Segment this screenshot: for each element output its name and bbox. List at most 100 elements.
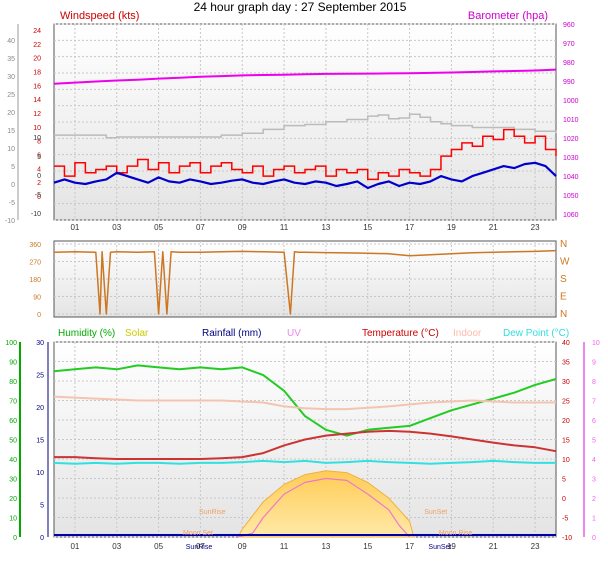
wind-tick: 10 <box>33 125 41 132</box>
humidity-tick: 30 <box>9 477 17 484</box>
rain-tick: 5 <box>40 503 44 510</box>
wind-tick: 8 <box>37 139 41 146</box>
wind-x-tick: 09 <box>238 223 247 232</box>
compass-tick: N <box>560 239 567 250</box>
wind-tick: 2 <box>37 180 41 187</box>
barometer-line <box>53 68 557 85</box>
outer-left-tick: -5 <box>9 200 15 207</box>
uv-tick: 0 <box>592 535 596 542</box>
wind-x-tick: 13 <box>321 223 330 232</box>
compass-tick: N <box>560 309 567 320</box>
temp-tick: 40 <box>562 340 570 347</box>
legend-indoor: Indoor <box>453 328 482 339</box>
rain-tick: 0 <box>40 535 44 542</box>
uv-tick: 3 <box>592 477 596 484</box>
legend-temperature-c-: Temperature (°C) <box>362 328 439 339</box>
legend-rainfall-mm-: Rainfall (mm) <box>202 328 261 339</box>
temp-mini-tick: -10 <box>31 211 41 218</box>
legend-dew-point-c-: Dew Point (°C) <box>503 328 569 339</box>
wind-tick: 20 <box>33 56 41 63</box>
uv-tick: 10 <box>592 340 600 347</box>
wind-tick: 14 <box>33 97 41 104</box>
outer-left-tick: 35 <box>7 56 15 63</box>
wind-x-tick: 11 <box>280 223 289 232</box>
temp-x-tick: 15 <box>363 542 372 551</box>
baro-tick: 1040 <box>563 174 579 181</box>
temp-mini-tick: 10 <box>33 135 41 142</box>
humidity-tick: 40 <box>9 457 17 464</box>
wind-tick: 24 <box>33 28 41 35</box>
outer-left-tick: 15 <box>7 128 15 135</box>
rain-tick: 15 <box>36 438 44 445</box>
uv-tick: 8 <box>592 379 596 386</box>
baro-tick: 990 <box>563 79 575 86</box>
humidity-tick: 90 <box>9 360 17 367</box>
uv-line <box>237 477 411 538</box>
temp-tick: -5 <box>562 516 568 523</box>
uv-tick: 5 <box>592 438 596 445</box>
humidity-tick: 50 <box>9 438 17 445</box>
humidity-line <box>53 364 557 437</box>
graph-title: 24 hour graph day : 27 September 2015 <box>193 0 407 14</box>
temp-x-tick: 01 <box>70 542 79 551</box>
baro-tick: 960 <box>563 22 575 29</box>
humidity-tick: 0 <box>13 535 17 542</box>
indoor-line <box>53 395 556 411</box>
legend-uv: UV <box>287 328 301 339</box>
rain-tick: 20 <box>36 405 44 412</box>
wind-tick: 4 <box>37 166 41 173</box>
baro-tick: 1020 <box>563 136 579 143</box>
temperature-mini-line <box>54 113 557 139</box>
baro-label: Barometer (hpa) <box>468 10 548 22</box>
outer-left-tick: 5 <box>11 164 15 171</box>
baro-tick: 1050 <box>563 193 579 200</box>
uv-tick: 1 <box>592 516 596 523</box>
dewpoint-line <box>53 459 556 465</box>
humidity-tick: 80 <box>9 379 17 386</box>
baro-tick: 1030 <box>563 155 579 162</box>
baro-tick: 1000 <box>563 98 579 105</box>
wind-panel-frame <box>53 23 557 221</box>
wind-x-tick: 01 <box>70 223 79 232</box>
gust-line <box>54 128 557 181</box>
baro-tick: 1060 <box>563 212 579 219</box>
uv-tick: 9 <box>592 360 596 367</box>
temp-x-tick: 19 <box>447 542 456 551</box>
direction-line <box>53 249 557 315</box>
moonrise-annotation: Moon Rise <box>439 530 473 537</box>
wind-x-tick: 03 <box>112 223 121 232</box>
wind-tick: 22 <box>33 42 41 49</box>
humidity-tick: 20 <box>9 496 17 503</box>
legend-humidity-: Humidity (%) <box>58 328 115 339</box>
humidity-tick: 70 <box>9 399 17 406</box>
wind-x-tick: 17 <box>405 223 414 232</box>
temp-tick: 30 <box>562 379 570 386</box>
uv-tick: 2 <box>592 496 596 503</box>
wind-tick: 16 <box>33 83 41 90</box>
temp-tick: -10 <box>562 535 572 542</box>
sunrise-x-label: SunRise <box>186 544 213 551</box>
sunrise-annotation: SunRise <box>199 509 226 516</box>
temp-tick: 10 <box>562 457 570 464</box>
temp-mini-tick: 0 <box>37 173 41 180</box>
temp-x-tick: 21 <box>489 542 498 551</box>
temp-x-tick: 07 <box>196 542 205 551</box>
baro-tick: 970 <box>563 41 575 48</box>
uv-tick: 4 <box>592 457 596 464</box>
direction-tick: 180 <box>29 277 41 284</box>
outer-left-tick: 0 <box>11 182 15 189</box>
outer-left-tick: 10 <box>7 146 15 153</box>
outer-left-tick: 30 <box>7 74 15 81</box>
wind-x-tick: 07 <box>196 223 205 232</box>
wind-x-tick: 23 <box>531 223 540 232</box>
temp-mini-tick: 5 <box>37 154 41 161</box>
compass-tick: W <box>560 257 570 268</box>
outer-left-tick: 20 <box>7 110 15 117</box>
temp-tick: 5 <box>562 477 566 484</box>
direction-tick: 90 <box>33 295 41 302</box>
legend-solar: Solar <box>125 328 149 339</box>
rain-tick: 30 <box>36 340 44 347</box>
temp-x-tick: 17 <box>405 542 414 551</box>
temp-x-tick: 23 <box>531 542 540 551</box>
